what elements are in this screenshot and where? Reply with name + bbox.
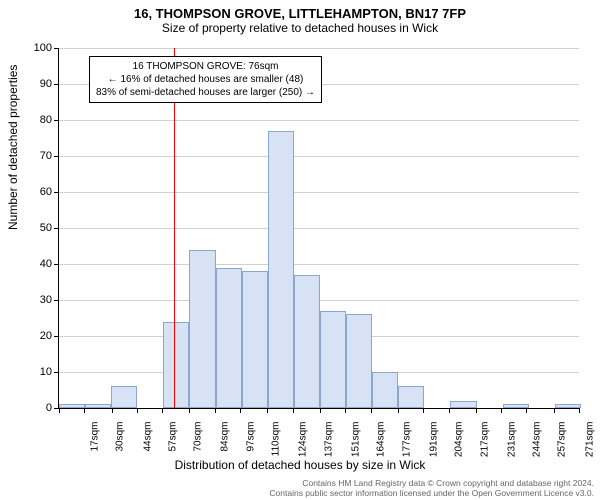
ytick-label: 100 [22,42,52,54]
gridline [59,264,579,265]
footer-attribution: Contains HM Land Registry data © Crown c… [269,478,594,498]
xtick-label: 204sqm [454,422,465,462]
xtick-mark [189,408,190,413]
chart-container: 16, THOMPSON GROVE, LITTLEHAMPTON, BN17 … [0,0,600,500]
gridline [59,120,579,121]
xtick-mark [267,408,268,413]
annotation-line3: 83% of semi-detached houses are larger (… [96,86,315,99]
xtick-label: 44sqm [142,422,153,462]
ytick-mark [54,192,59,193]
histogram-bar [503,404,529,408]
xtick-mark [293,408,294,413]
y-axis-label: Number of detached properties [6,65,20,230]
xtick-label: 124sqm [298,422,309,462]
ytick-label: 90 [22,78,52,90]
xtick-label: 177sqm [401,422,412,462]
ytick-label: 70 [22,150,52,162]
ytick-label: 80 [22,114,52,126]
xtick-mark [112,408,113,413]
xtick-mark [554,408,555,413]
ytick-label: 10 [22,366,52,378]
histogram-bar [163,322,189,408]
histogram-bar [320,311,346,408]
histogram-bar [111,386,137,408]
ytick-label: 0 [22,402,52,414]
xtick-mark [476,408,477,413]
gridline [59,156,579,157]
gridline [59,192,579,193]
xtick-label: 257sqm [557,422,568,462]
xtick-mark [345,408,346,413]
xtick-label: 110sqm [271,422,282,462]
annotation-box: 16 THOMPSON GROVE: 76sqm← 16% of detache… [89,56,322,103]
ytick-mark [54,228,59,229]
xtick-label: 17sqm [90,422,101,462]
ytick-mark [54,48,59,49]
ytick-label: 60 [22,186,52,198]
xtick-label: 57sqm [167,422,178,462]
xtick-label: 151sqm [350,422,361,462]
histogram-bar [268,131,294,408]
ytick-mark [54,300,59,301]
xtick-label: 164sqm [376,422,387,462]
ytick-label: 30 [22,294,52,306]
histogram-bar [85,404,111,408]
annotation-line1: 16 THOMPSON GROVE: 76sqm [96,60,315,73]
annotation-line2: ← 16% of detached houses are smaller (48… [96,73,315,86]
ytick-mark [54,372,59,373]
ytick-mark [54,336,59,337]
xtick-label: 244sqm [532,422,543,462]
gridline [59,228,579,229]
xtick-mark [162,408,163,413]
chart-title: 16, THOMPSON GROVE, LITTLEHAMPTON, BN17 … [0,0,600,21]
xtick-label: 191sqm [428,422,439,462]
histogram-bar [450,401,476,408]
ytick-mark [54,84,59,85]
xtick-mark [59,408,60,413]
ytick-label: 20 [22,330,52,342]
xtick-label: 231sqm [506,422,517,462]
xtick-label: 30sqm [115,422,126,462]
xtick-mark [449,408,450,413]
xtick-mark [579,408,580,413]
xtick-label: 271sqm [584,422,595,462]
ytick-label: 50 [22,222,52,234]
xtick-mark [398,408,399,413]
chart-subtitle: Size of property relative to detached ho… [0,21,600,39]
xtick-label: 217sqm [479,422,490,462]
histogram-bar [372,372,398,408]
gridline [59,48,579,49]
xtick-mark [84,408,85,413]
footer-line2: Contains public sector information licen… [269,488,594,498]
histogram-bar [398,386,424,408]
histogram-bar [242,271,268,408]
ytick-mark [54,156,59,157]
xtick-mark [320,408,321,413]
ytick-mark [54,120,59,121]
xtick-mark [137,408,138,413]
xtick-mark [371,408,372,413]
xtick-mark [240,408,241,413]
chart-area: 16 THOMPSON GROVE: 76sqm← 16% of detache… [58,48,578,408]
histogram-bar [189,250,215,408]
plot-region: 16 THOMPSON GROVE: 76sqm← 16% of detache… [58,48,579,409]
histogram-bar [216,268,242,408]
footer-line1: Contains HM Land Registry data © Crown c… [269,478,594,488]
xtick-label: 84sqm [220,422,231,462]
xtick-mark [501,408,502,413]
xtick-label: 97sqm [245,422,256,462]
histogram-bar [294,275,320,408]
xtick-label: 137sqm [323,422,334,462]
histogram-bar [555,404,581,408]
xtick-mark [215,408,216,413]
histogram-bar [346,314,372,408]
ytick-mark [54,264,59,265]
xtick-label: 70sqm [193,422,204,462]
xtick-mark [423,408,424,413]
xtick-mark [526,408,527,413]
histogram-bar [59,404,85,408]
ytick-label: 40 [22,258,52,270]
